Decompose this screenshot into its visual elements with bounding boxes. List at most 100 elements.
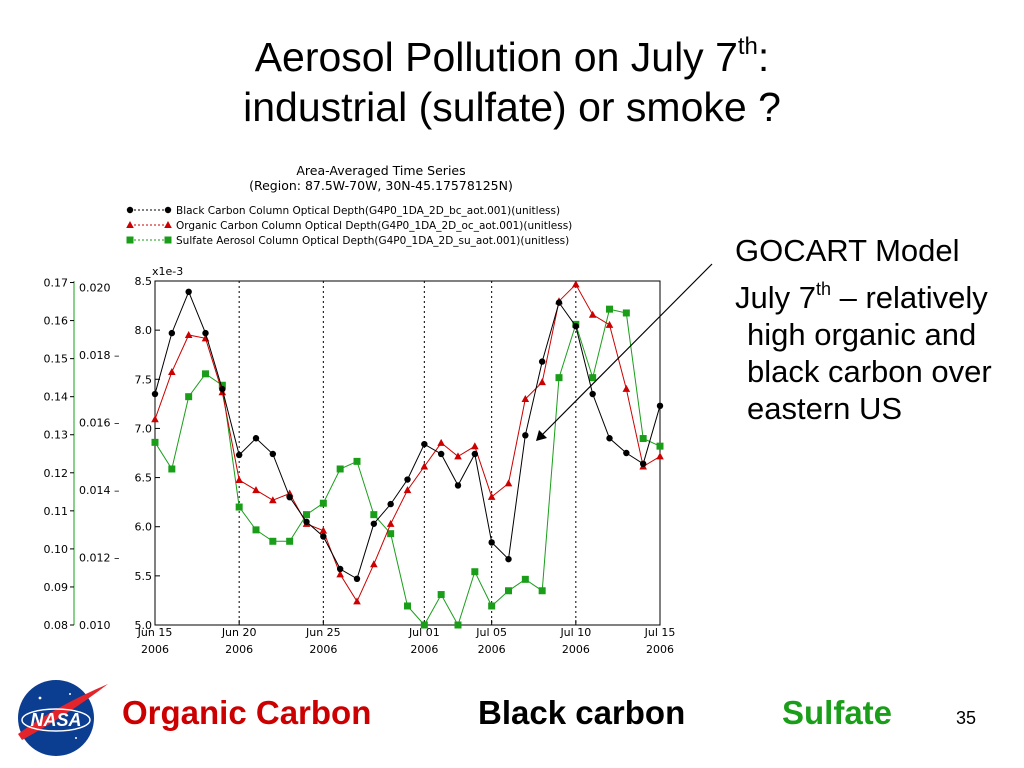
sulfate-tick-label: 0.13 — [44, 429, 69, 442]
sulfate-point — [185, 393, 193, 401]
organic-tick-label: 0.016 – — [79, 417, 120, 430]
organic-point — [605, 320, 614, 328]
x-tick-year: 2006 — [562, 643, 590, 656]
organic-point — [588, 310, 597, 318]
date-divider-lines — [238, 281, 577, 625]
note-model: GOCART Model — [735, 233, 960, 268]
organic-point — [538, 378, 546, 386]
x-tick-label: Jul 01 — [408, 626, 440, 639]
page-number: 35 — [956, 708, 977, 728]
black-tick-label: 8.5 — [135, 275, 153, 288]
chart-subtitle: (Region: 87.5W-70W, 30N-45.17578125N) — [249, 178, 513, 193]
organic-tick-label: 0.018 – — [79, 349, 120, 362]
sulfate-point — [218, 381, 226, 389]
x-tick-label: Jun 15 — [137, 626, 173, 639]
sulfate-series-line — [154, 308, 661, 627]
note-july7: July 7th – relatively high organic and b… — [735, 278, 992, 426]
sulfate-tick-label: 0.15 — [44, 353, 69, 366]
black-point — [336, 565, 344, 573]
sulfate-point — [606, 305, 613, 313]
black-tick-label: 8.0 — [135, 324, 153, 337]
x-tick-year: 2006 — [410, 643, 438, 656]
sulfate-point — [404, 602, 411, 610]
organic-point — [370, 560, 378, 568]
black-point — [471, 450, 479, 458]
organic-point — [252, 486, 260, 494]
footer-organic-carbon: Organic Carbon — [122, 694, 372, 731]
legend-marker — [126, 206, 134, 214]
x-tick-label: Jun 25 — [305, 626, 341, 639]
black-point — [404, 476, 411, 483]
black-point — [639, 460, 647, 468]
black-point — [286, 494, 293, 501]
organic-point — [420, 462, 429, 470]
organic-point — [403, 486, 412, 494]
data-series — [151, 280, 664, 629]
organic-point — [656, 452, 664, 460]
black-tick-label: 5.0 — [135, 619, 153, 632]
sulfate-point — [336, 465, 344, 473]
sulfate-point — [168, 465, 176, 473]
sulfate-point — [437, 591, 445, 599]
sulfate-tick-label: 0.08 — [44, 619, 69, 632]
x-tick-year: 2006 — [646, 643, 674, 656]
sulfate-point — [521, 575, 529, 583]
sulfate-point — [286, 537, 294, 545]
sulfate-tick-label: 0.12 — [44, 467, 69, 480]
black-point — [522, 432, 529, 439]
sulfate-point — [252, 526, 260, 534]
slide-title: Aerosol Pollution on July 7th: industria… — [0, 32, 1024, 132]
organic-point — [168, 368, 176, 376]
sulfate-series — [151, 305, 664, 629]
black-tick-label: 7.0 — [135, 422, 153, 435]
black-point — [538, 358, 546, 365]
black-point — [252, 435, 260, 442]
title-line-2: industrial (sulfate) or smoke ? — [243, 84, 781, 130]
organic-point — [504, 479, 513, 487]
organic-point — [353, 597, 361, 605]
organic-tick-label: 0.010 — [79, 619, 111, 632]
organic-point — [622, 384, 631, 392]
legend-marker — [164, 221, 172, 228]
black-point — [589, 390, 596, 398]
organic-point — [319, 526, 328, 534]
black-point — [606, 435, 613, 442]
organic-point — [471, 442, 479, 450]
annotation-arrowhead — [536, 430, 547, 441]
sulfate-point — [656, 442, 664, 450]
y-axes: 0.08 0.09 0.10 0.11 0.12 0.13 0.14 0.15 0.16 0.17… — [44, 265, 184, 632]
sulfate-point — [639, 435, 647, 443]
legend-entry: Sulfate Aerosol Column Optical Depth(G4P… — [176, 235, 569, 247]
sulfate-point — [589, 374, 597, 382]
black-point — [623, 449, 630, 457]
organic-point — [184, 330, 193, 338]
sulfate-point — [303, 511, 310, 519]
x-tick-label: Jul 10 — [559, 626, 591, 639]
annotation-arrow — [539, 263, 713, 438]
organic-point — [437, 438, 445, 446]
organic-point — [151, 415, 159, 423]
black-point — [353, 575, 361, 583]
black-point — [202, 329, 209, 337]
x-tick-year: 2006 — [478, 643, 506, 656]
black-point — [488, 539, 495, 546]
sulfate-point — [370, 511, 378, 519]
x-tick-label: Jul 15 — [644, 626, 676, 639]
organic-point — [235, 475, 243, 483]
chart-legend: Black Carbon Column Optical Depth(G4P0_1… — [126, 205, 572, 247]
organic-point — [572, 280, 580, 288]
sulfate-tick-label: 0.11 — [44, 505, 69, 518]
nasa-logo: NASA — [18, 680, 108, 756]
footer-black-carbon: Black carbon — [478, 694, 686, 731]
black-point — [505, 555, 512, 563]
black-point — [269, 450, 277, 458]
organic-point — [521, 395, 530, 403]
organic-point — [336, 570, 344, 578]
black-point — [235, 451, 243, 459]
time-series-chart: Area-Averaged Time Series (Region: 87.5W… — [44, 163, 713, 656]
organic-point — [386, 519, 395, 527]
black-tick-label: 6.0 — [135, 521, 153, 534]
sulfate-tick-label: 0.10 — [44, 543, 69, 556]
sulfate-point — [353, 457, 361, 465]
x-tick-label: Jul 05 — [475, 626, 507, 639]
